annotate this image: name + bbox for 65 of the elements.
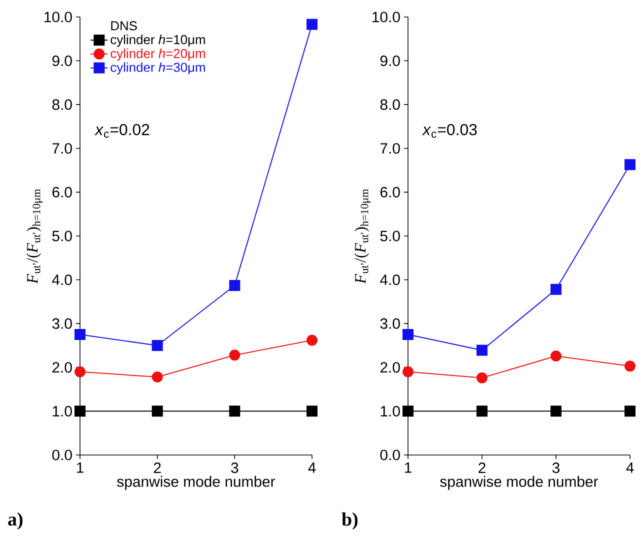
y-tick-label: 4.0 xyxy=(380,274,400,286)
y-tick-label: 5.0 xyxy=(52,230,72,242)
x-tick-label: 2 xyxy=(478,462,486,473)
legend-label: cylinder h=10μm xyxy=(110,34,205,47)
point xyxy=(229,280,240,291)
legend-label: cylinder h=20μm xyxy=(110,48,205,61)
y-axis-title: F$_{ut'}$/(F$_{ut'}$)$_{h=10μm}$ xyxy=(354,188,371,284)
y-tick-label: 3.0 xyxy=(52,318,72,329)
y-tick-label: 2.0 xyxy=(52,362,72,373)
y-tick-label: 1.0 xyxy=(52,406,72,416)
y-tick-label: 7.0 xyxy=(52,143,72,154)
x-tick-label: 3 xyxy=(552,462,560,474)
y-tick-label: 6.0 xyxy=(380,186,400,198)
point xyxy=(74,406,86,417)
y-tick-label: 7.0 xyxy=(380,143,400,154)
text: b) xyxy=(342,512,358,530)
annotation: x$_{c}$=0.03 xyxy=(422,124,477,138)
y-tick-label: 1.0 xyxy=(380,406,400,416)
annotation: x$_{c}$=0.02 xyxy=(94,124,150,138)
y-tick-label: 9.0 xyxy=(52,55,72,66)
point xyxy=(152,340,163,351)
point xyxy=(550,284,562,295)
y-tick-label: 8.0 xyxy=(380,99,400,110)
y-tick-label: 10.0 xyxy=(372,12,400,22)
y-tick-label: 2.0 xyxy=(380,362,400,373)
point xyxy=(476,372,488,384)
legend-title: DNS xyxy=(111,21,137,30)
legend-label: cylinder h=30μm xyxy=(110,62,205,74)
point xyxy=(229,350,240,361)
y-tick-label: 10.0 xyxy=(44,12,72,22)
point xyxy=(402,366,414,378)
y-tick-label: 0.0 xyxy=(380,450,400,460)
point xyxy=(152,372,163,383)
y-tick-label: 3.0 xyxy=(380,318,400,329)
y-axis-title: F$_{ut'}$/(F$_{ut'}$)$_{h=10μm}$ xyxy=(26,188,43,284)
x-axis-title: spanwise mode number xyxy=(440,476,598,490)
point xyxy=(550,406,562,417)
x-tick-label: 1 xyxy=(404,462,412,473)
point xyxy=(306,18,318,30)
point xyxy=(624,406,636,417)
y-tick-label: 4.0 xyxy=(52,274,72,286)
point xyxy=(306,406,318,417)
x-tick-label: 3 xyxy=(231,462,238,474)
point xyxy=(402,406,414,417)
y-tick-label: 9.0 xyxy=(380,55,400,66)
point xyxy=(306,334,318,346)
point xyxy=(550,350,562,362)
y-tick-label: 0.0 xyxy=(52,450,72,460)
point xyxy=(476,406,488,417)
x-axis-title: spanwise mode number xyxy=(117,476,276,490)
x-tick-label: 1 xyxy=(76,462,84,473)
y-tick-label: 6.0 xyxy=(52,186,72,198)
point xyxy=(74,329,86,340)
point xyxy=(476,344,488,356)
point xyxy=(229,406,240,417)
point xyxy=(402,329,414,340)
x-tick-label: 4 xyxy=(308,462,316,473)
text: a) xyxy=(8,512,22,530)
y-tick-label: 8.0 xyxy=(52,99,72,110)
x-tick-label: 2 xyxy=(154,462,161,473)
y-tick-label: 5.0 xyxy=(380,230,400,242)
point xyxy=(74,366,86,378)
point xyxy=(624,159,636,170)
x-tick-label: 4 xyxy=(626,462,634,473)
point xyxy=(152,406,163,417)
